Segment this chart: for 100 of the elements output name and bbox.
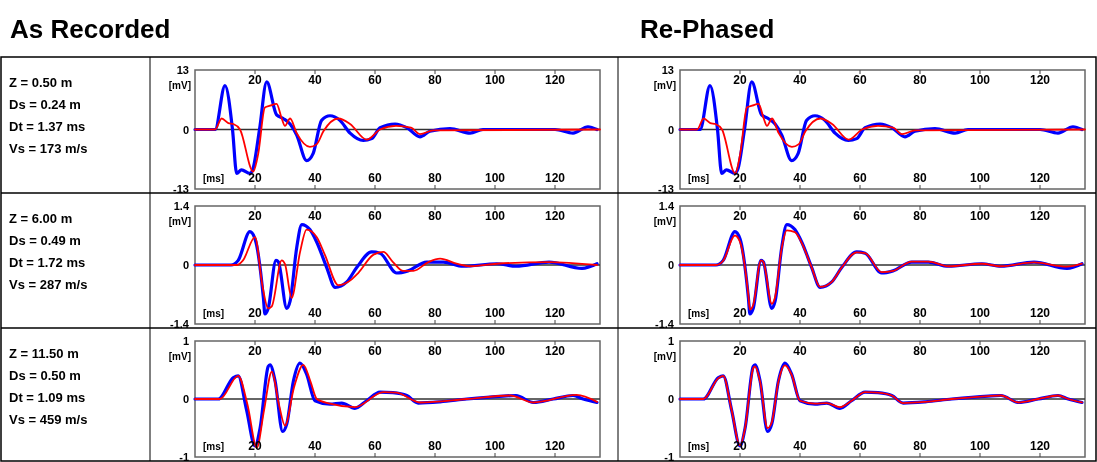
x2-tick-label: 100 [969,439,991,453]
x-tick-label: 100 [969,344,991,358]
y-tick-label: 0 [667,123,674,136]
x-axis-title: [ms] [203,441,225,452]
x-tick-label: 100 [484,73,506,87]
x2-tick-label: 80 [428,439,442,453]
text: Dt = 1.09 ms [9,390,86,405]
x2-tick-label: 80 [913,306,927,320]
x2-tick-label: 20 [733,306,747,320]
x-tick-label: 120 [544,209,566,223]
x2-tick-label: 40 [793,439,807,453]
x-tick-label: 60 [853,209,867,223]
y-tick-label: 1.4 [658,200,675,212]
x2-tick-label: 40 [308,439,322,453]
x2-tick-label: 20 [733,439,747,453]
x2-tick-label: 100 [484,439,506,453]
y-axis-title: [mV] [168,80,191,91]
chart-title: Re-Phased [640,14,775,44]
y-tick-label: 13 [661,64,674,76]
x2-tick-label: 100 [484,306,506,320]
x2-tick-label: 80 [913,439,927,453]
text: Z = 11.50 m [9,346,79,361]
text: Dt = 1.37 ms [9,119,86,134]
text: Z = 6.00 m [9,211,73,226]
x-axis-title: [ms] [688,173,710,184]
x-tick-label: 20 [248,73,262,87]
x-tick-label: 60 [368,73,382,87]
x-tick-label: 60 [853,344,867,358]
x2-tick-label: 100 [969,171,991,185]
x-tick-label: 100 [969,73,991,87]
x2-tick-label: 120 [544,439,566,453]
x2-tick-label: 60 [853,439,867,453]
x-tick-label: 120 [1029,344,1051,358]
x-tick-label: 80 [428,73,442,87]
x-tick-label: 100 [484,209,506,223]
x-axis-title: [ms] [688,308,710,319]
y-tick-label: -1.4 [170,318,190,330]
y-axis-title: [mV] [168,351,191,362]
x-tick-label: 100 [484,344,506,358]
x-tick-label: 20 [733,209,747,223]
x2-tick-label: 60 [853,171,867,185]
x2-tick-label: 40 [308,306,322,320]
x2-tick-label: 120 [1029,439,1051,453]
x2-tick-label: 20 [733,171,747,185]
x-tick-label: 20 [733,73,747,87]
y-tick-label: 13 [176,64,189,76]
x-tick-label: 100 [969,209,991,223]
x2-tick-label: 60 [853,306,867,320]
x-tick-label: 120 [544,73,566,87]
x-tick-label: 40 [308,73,322,87]
x-tick-label: 120 [544,344,566,358]
x2-tick-label: 80 [913,171,927,185]
x-tick-label: 20 [733,344,747,358]
x2-tick-label: 20 [248,171,262,185]
x-tick-label: 80 [913,73,927,87]
x-tick-label: 60 [368,209,382,223]
y-axis-title: [mV] [653,80,676,91]
y-tick-label: -1.4 [655,318,675,330]
x-tick-label: 40 [793,209,807,223]
x2-tick-label: 120 [544,171,566,185]
chart-title: As Recorded [10,14,171,44]
x2-tick-label: 60 [368,171,382,185]
x2-tick-label: 20 [248,306,262,320]
x-tick-label: 120 [1029,73,1051,87]
x2-tick-label: 60 [368,306,382,320]
x-tick-label: 40 [793,344,807,358]
text: Vs = 287 m/s [9,277,88,292]
y-tick-label: -13 [658,183,674,195]
x-tick-label: 40 [308,344,322,358]
x-tick-label: 40 [308,209,322,223]
x2-tick-label: 20 [248,439,262,453]
y-tick-label: -13 [173,183,189,195]
y-axis-title: [mV] [168,216,191,227]
x2-tick-label: 80 [428,306,442,320]
y-axis-title: [mV] [653,216,676,227]
text: Ds = 0.50 m [9,368,81,383]
text: Vs = 173 m/s [9,141,88,156]
x2-tick-label: 40 [793,171,807,185]
x-tick-label: 20 [248,209,262,223]
x-axis-title: [ms] [203,173,225,184]
y-axis-title: [mV] [653,351,676,362]
y-tick-label: -1 [664,451,674,462]
x-tick-label: 80 [428,209,442,223]
y-tick-label: 0 [667,259,674,271]
text: Z = 0.50 m [9,75,73,90]
text: Dt = 1.72 ms [9,255,86,270]
text: Vs = 459 m/s [9,412,88,427]
x-tick-label: 80 [913,209,927,223]
x-tick-label: 80 [913,344,927,358]
x2-tick-label: 60 [368,439,382,453]
x-axis-title: [ms] [203,308,225,319]
x-tick-label: 80 [428,344,442,358]
x2-tick-label: 40 [793,306,807,320]
y-tick-label: 0 [182,259,189,271]
x-tick-label: 60 [853,73,867,87]
x2-tick-label: 100 [484,171,506,185]
x2-tick-label: 120 [1029,171,1051,185]
x2-tick-label: 40 [308,171,322,185]
y-tick-label: 0 [667,393,674,405]
text: Ds = 0.24 m [9,97,81,112]
